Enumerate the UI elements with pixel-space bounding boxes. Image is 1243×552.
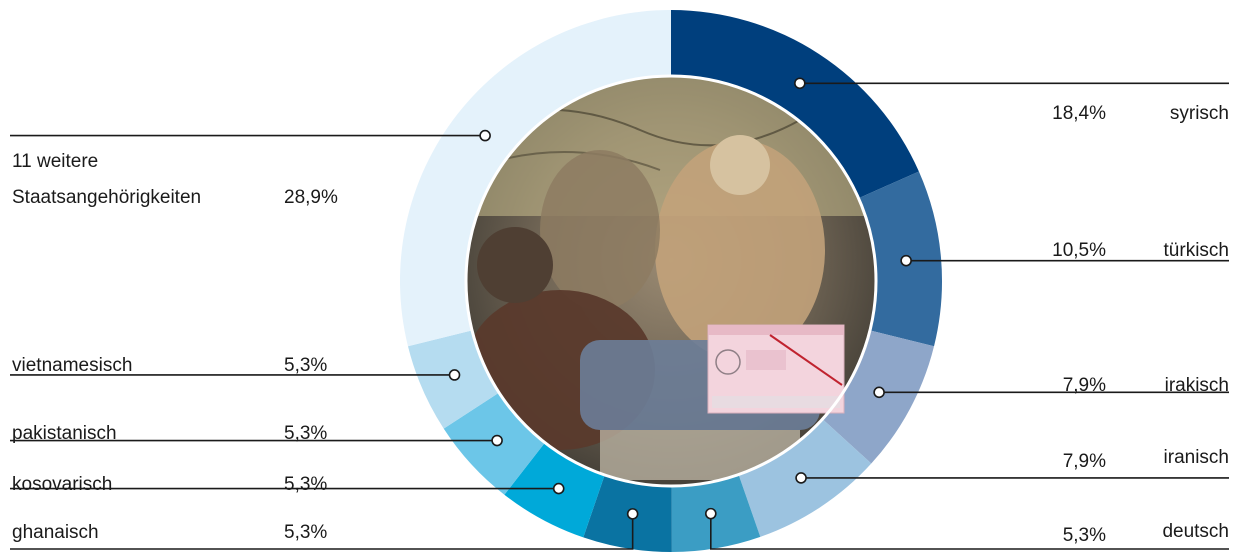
marker-11-weitere-staatsangehoerigkeiten [479,129,491,142]
category-label-ghanaisch: ghanaisch [12,522,99,543]
value-label-deutsch: 5,3% [1062,525,1106,546]
category-label-iranisch: iranisch [1163,447,1229,468]
value-label-tuerkisch: 10,5% [1052,240,1106,261]
category-label-kosovarisch: kosovarisch [12,474,113,495]
value-label-pakistanisch: 5,3% [284,423,328,444]
marker-pakistanisch [491,434,503,447]
marker-deutsch [705,507,717,520]
value-label-vietnamesisch: 5,3% [284,355,328,376]
slice-syrisch [671,10,919,199]
donut-slices [400,10,942,552]
marker-irakisch [873,386,885,399]
marker-kosovarisch [552,482,565,495]
marker-ghanaisch [626,508,639,520]
category-label-syrisch: syrisch [1169,103,1229,124]
marker-vietnamesisch [448,369,461,381]
residence-permit-inset [707,324,845,414]
leader-line-deutsch [710,513,1229,550]
value-label-iranisch: 7,9% [1062,451,1106,472]
leader-line-ghanaisch [10,513,634,550]
value-label-syrisch: 18,4% [1052,103,1106,124]
marker-iranisch [795,472,807,484]
category-label-pakistanisch: pakistanisch [12,423,117,444]
value-label-weitere: 28,9% [284,187,338,208]
value-label-irakisch: 7,9% [1062,375,1106,396]
value-label-ghanaisch: 5,3% [284,522,328,543]
marker-tuerkisch [900,254,912,267]
category-label-irakisch: irakisch [1164,375,1229,396]
category-label-vietnamesisch: vietnamesisch [12,355,133,376]
slice-tuerkisch [858,171,942,347]
category-label-tuerkisch: türkisch [1163,240,1229,261]
leader-lines [10,77,1229,550]
category-label-weitere-line1: 11 weitere [12,151,99,172]
slice-11-weitere-staatsangehoerigkeiten [400,10,671,347]
value-label-kosovarisch: 5,3% [284,474,328,495]
marker-syrisch [794,77,806,90]
category-label-deutsch: deutsch [1162,521,1229,542]
category-label-weitere-line2: Staatsangehörigkeiten [12,187,202,208]
